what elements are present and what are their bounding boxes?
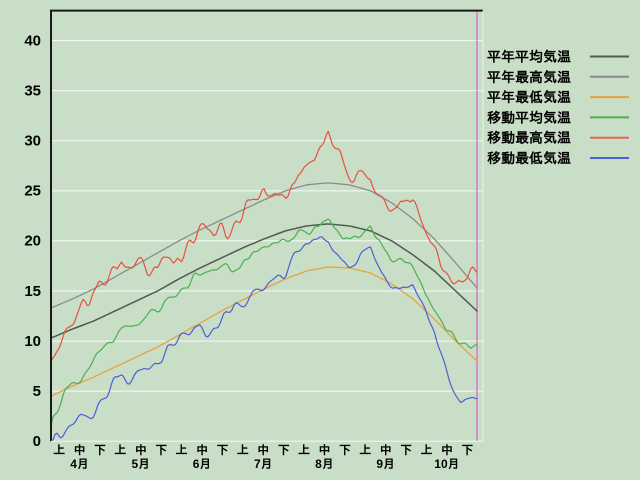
svg-text:中: 中 <box>196 443 208 457</box>
svg-text:上: 上 <box>237 443 249 457</box>
svg-text:上: 上 <box>114 443 126 457</box>
svg-text:35: 35 <box>24 82 41 99</box>
svg-text:下: 下 <box>461 443 473 457</box>
svg-text:5: 5 <box>33 383 41 400</box>
svg-text:上: 上 <box>421 443 433 457</box>
svg-text:下: 下 <box>339 443 351 457</box>
svg-text:下: 下 <box>155 443 167 457</box>
svg-text:上: 上 <box>359 443 371 457</box>
svg-text:中: 中 <box>319 443 331 457</box>
svg-text:10月: 10月 <box>434 457 459 471</box>
svg-text:30: 30 <box>24 133 41 150</box>
svg-text:20: 20 <box>24 233 41 250</box>
svg-text:6月: 6月 <box>193 457 212 471</box>
svg-text:中: 中 <box>74 443 86 457</box>
svg-text:上: 上 <box>53 443 65 457</box>
svg-text:中: 中 <box>380 443 392 457</box>
svg-text:中: 中 <box>135 443 147 457</box>
svg-text:平年最高気温: 平年最高気温 <box>487 69 571 85</box>
svg-text:移動最低気温: 移動最低気温 <box>487 150 571 166</box>
svg-text:10: 10 <box>24 333 41 350</box>
svg-text:下: 下 <box>278 443 290 457</box>
svg-text:5月: 5月 <box>131 457 150 471</box>
svg-text:上: 上 <box>176 443 188 457</box>
svg-text:9月: 9月 <box>376 457 395 471</box>
svg-text:15: 15 <box>24 283 41 300</box>
svg-text:25: 25 <box>24 183 41 200</box>
svg-text:0: 0 <box>33 433 41 450</box>
svg-text:上: 上 <box>298 443 310 457</box>
svg-text:7月: 7月 <box>254 457 273 471</box>
svg-text:中: 中 <box>257 443 269 457</box>
svg-text:平年最低気温: 平年最低気温 <box>487 89 571 105</box>
svg-text:移動平均気温: 移動平均気温 <box>487 109 571 125</box>
svg-text:移動最高気温: 移動最高気温 <box>487 130 571 146</box>
svg-text:中: 中 <box>441 443 453 457</box>
svg-text:下: 下 <box>216 443 228 457</box>
svg-text:4月: 4月 <box>70 457 89 471</box>
svg-text:8月: 8月 <box>315 457 334 471</box>
svg-text:40: 40 <box>24 32 41 49</box>
svg-text:平年平均気温: 平年平均気温 <box>487 49 571 65</box>
svg-text:下: 下 <box>94 443 106 457</box>
svg-text:下: 下 <box>400 443 412 457</box>
